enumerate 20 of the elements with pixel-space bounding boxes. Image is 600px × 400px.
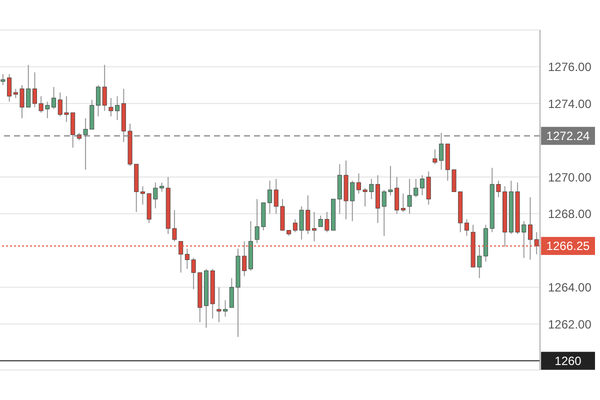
candlestick: [52, 86, 56, 110]
ref-line-label: 1266.25: [546, 238, 590, 253]
candlestick: [376, 174, 380, 224]
y-tick-label: 1270.00: [548, 170, 592, 184]
candlestick: [268, 180, 272, 214]
candlestick: [400, 193, 406, 212]
candlestick: [102, 64, 107, 112]
candlestick: [426, 171, 431, 206]
y-tick-label: 1262.00: [548, 317, 592, 332]
y-tick-label: 1276.00: [548, 60, 592, 74]
candlestick: [464, 218, 469, 236]
y-tick-label: 1268.00: [548, 207, 592, 222]
ref-line-label: 1260: [554, 354, 582, 368]
candlestick: [96, 84, 100, 117]
y-tick-label: 1274.00: [548, 96, 592, 111]
candlestick: [420, 174, 424, 196]
candlestick: [160, 182, 164, 192]
candlestick: [312, 211, 316, 242]
y-tick-label: 1264.00: [548, 280, 592, 295]
ref-line-label: 1272.24: [546, 128, 590, 143]
